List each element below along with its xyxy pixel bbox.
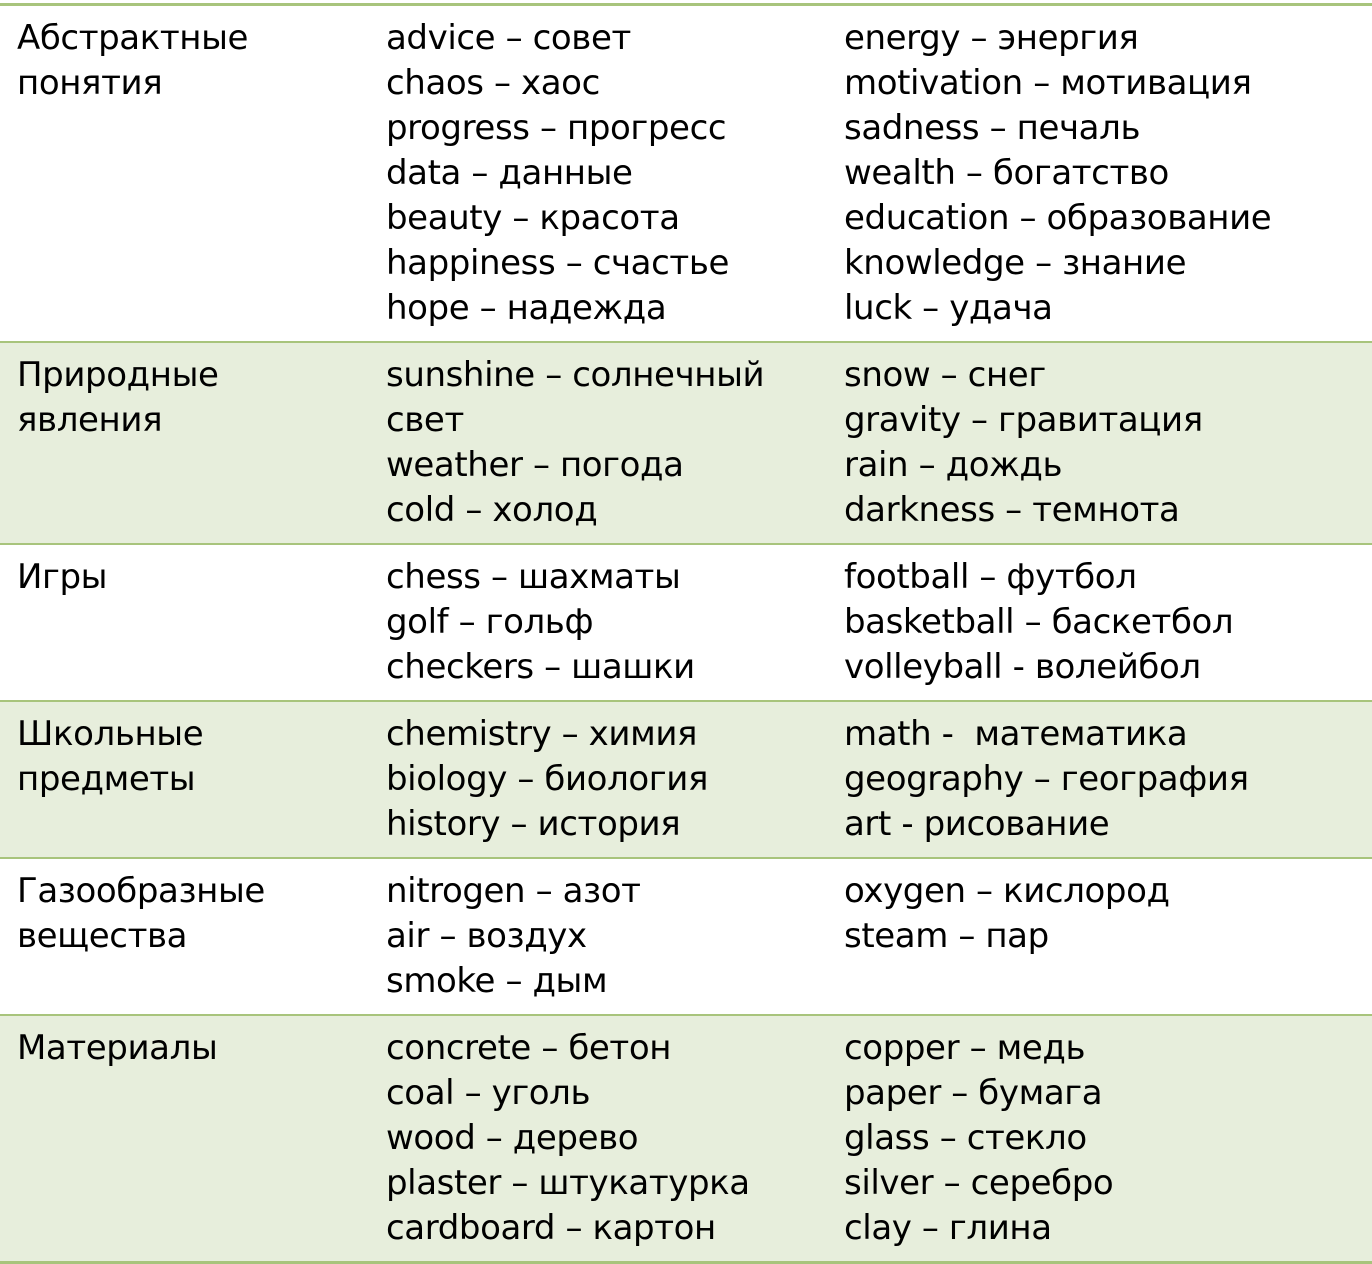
word-pair: weather – погода xyxy=(386,445,684,485)
word-pair: hope – надежда xyxy=(386,288,667,328)
word-pair: education – образование xyxy=(844,198,1272,238)
word-pair: silver – серебро xyxy=(844,1163,1114,1203)
table-row: Игры chess – шахматы golf – гольф checke… xyxy=(0,543,1372,700)
word-pair: snow – снег xyxy=(844,355,1046,395)
category-label: Школьные xyxy=(17,714,204,754)
category-label: понятия xyxy=(17,63,163,103)
word-list-left: nitrogen – азот air – воздух smoke – дым xyxy=(386,869,844,1004)
word-pair: knowledge – знание xyxy=(844,243,1187,283)
word-pair: wood – дерево xyxy=(386,1118,639,1158)
word-pair: coal – уголь xyxy=(386,1073,591,1113)
word-pair: wealth – богатство xyxy=(844,153,1169,193)
word-pair: glass – стекло xyxy=(844,1118,1087,1158)
category-cell: Игры xyxy=(0,555,386,690)
word-pair: geography – география xyxy=(844,759,1249,799)
vocabulary-table: Абстрактные понятия advice – совет chaos… xyxy=(0,3,1372,1264)
category-label: предметы xyxy=(17,759,196,799)
word-list-right: oxygen – кислород steam – пар xyxy=(844,869,1372,1004)
table-row: Материалы concrete – бетон coal – уголь … xyxy=(0,1014,1372,1261)
word-pair: history – история xyxy=(386,804,681,844)
table-row: Школьные предметы chemistry – химия biol… xyxy=(0,700,1372,857)
word-pair: data – данные xyxy=(386,153,633,193)
word-pair: biology – биология xyxy=(386,759,709,799)
word-pair: darkness – темнота xyxy=(844,490,1180,530)
word-list-right: math - математика geography – география … xyxy=(844,712,1372,847)
category-label: Природные xyxy=(17,355,219,395)
word-pair: oxygen – кислород xyxy=(844,871,1170,911)
word-pair: art - рисование xyxy=(844,804,1110,844)
word-pair: football – футбол xyxy=(844,557,1137,597)
word-pair: golf – гольф xyxy=(386,602,594,642)
word-pair: clay – глина xyxy=(844,1208,1052,1248)
category-cell: Материалы xyxy=(0,1026,386,1251)
category-cell: Школьные предметы xyxy=(0,712,386,847)
word-pair: plaster – штукатурка xyxy=(386,1163,750,1203)
word-pair: sunshine – солнечный xyxy=(386,355,765,395)
word-pair: cold – холод xyxy=(386,490,598,530)
category-label: явления xyxy=(17,400,163,440)
word-pair: air – воздух xyxy=(386,916,587,956)
word-pair: paper – бумага xyxy=(844,1073,1103,1113)
word-pair: свет xyxy=(386,400,464,440)
word-list-left: chess – шахматы golf – гольф checkers – … xyxy=(386,555,844,690)
category-cell: Газообразные вещества xyxy=(0,869,386,1004)
table-row: Природные явления sunshine – солнечный с… xyxy=(0,341,1372,543)
word-pair: nitrogen – азот xyxy=(386,871,641,911)
word-pair: copper – медь xyxy=(844,1028,1086,1068)
word-list-left: concrete – бетон coal – уголь wood – дер… xyxy=(386,1026,844,1251)
category-label: вещества xyxy=(17,916,188,956)
table-row: Абстрактные понятия advice – совет chaos… xyxy=(0,6,1372,341)
word-list-right: energy – энергия motivation – мотивация … xyxy=(844,16,1372,331)
word-pair: luck – удача xyxy=(844,288,1053,328)
word-pair: progress – прогресс xyxy=(386,108,727,148)
word-pair: rain – дождь xyxy=(844,445,1063,485)
category-cell: Абстрактные понятия xyxy=(0,16,386,331)
word-pair: beauty – красота xyxy=(386,198,680,238)
word-pair: motivation – мотивация xyxy=(844,63,1252,103)
word-list-right: copper – медь paper – бумага glass – сте… xyxy=(844,1026,1372,1251)
word-pair: chess – шахматы xyxy=(386,557,681,597)
word-pair: smoke – дым xyxy=(386,961,608,1001)
word-list-left: advice – совет chaos – хаос progress – п… xyxy=(386,16,844,331)
word-list-left: chemistry – химия biology – биология his… xyxy=(386,712,844,847)
word-list-right: football – футбол basketball – баскетбол… xyxy=(844,555,1372,690)
word-pair: happiness – счастье xyxy=(386,243,729,283)
word-pair: chemistry – химия xyxy=(386,714,698,754)
word-pair: basketball – баскетбол xyxy=(844,602,1234,642)
word-list-right: snow – снег gravity – гравитация rain – … xyxy=(844,353,1372,533)
word-pair: checkers – шашки xyxy=(386,647,695,687)
word-pair: math - математика xyxy=(844,714,1188,754)
category-label: Газообразные xyxy=(17,871,265,911)
category-label: Абстрактные xyxy=(17,18,249,58)
category-cell: Природные явления xyxy=(0,353,386,533)
category-label: Игры xyxy=(17,557,108,597)
word-list-left: sunshine – солнечный свет weather – пого… xyxy=(386,353,844,533)
table-row: Газообразные вещества nitrogen – азот ai… xyxy=(0,857,1372,1014)
word-pair: sadness – печаль xyxy=(844,108,1141,148)
word-pair: concrete – бетон xyxy=(386,1028,672,1068)
word-pair: advice – совет xyxy=(386,18,631,58)
word-pair: steam – пар xyxy=(844,916,1049,956)
word-pair: gravity – гравитация xyxy=(844,400,1203,440)
word-pair: cardboard – картон xyxy=(386,1208,716,1248)
word-pair: chaos – хаос xyxy=(386,63,600,103)
category-label: Материалы xyxy=(17,1028,218,1068)
word-pair: volleyball - волейбол xyxy=(844,647,1201,687)
word-pair: energy – энергия xyxy=(844,18,1139,58)
